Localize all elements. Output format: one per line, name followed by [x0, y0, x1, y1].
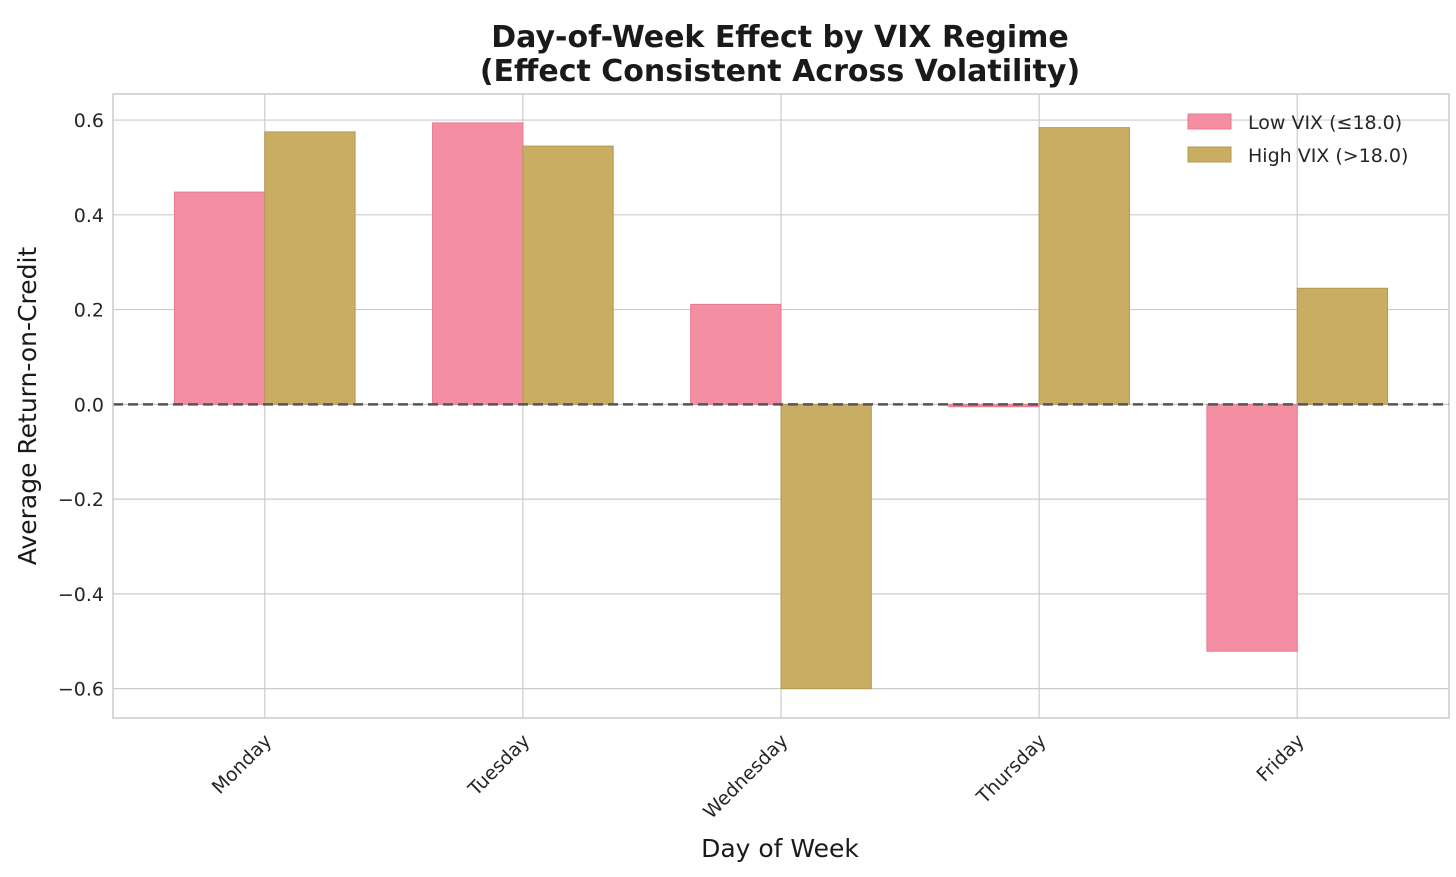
bars [173, 122, 1389, 690]
x-tick-label-friday: Friday [1252, 730, 1308, 786]
bar-high-vix-friday [1296, 287, 1389, 405]
bar-high-vix-thursday [1038, 127, 1130, 405]
legend-swatch-high-vix [1187, 146, 1232, 163]
x-axis-label: Day of Week [701, 834, 859, 863]
bar-low-vix-tuesday [432, 122, 524, 405]
x-tick-label-tuesday: Tuesday [463, 730, 534, 801]
legend-label-low-vix: Low VIX (≤18.0) [1248, 112, 1402, 134]
bar-high-vix-monday [264, 131, 356, 405]
x-tick-label-thursday: Thursday [972, 730, 1051, 809]
legend: Low VIX (≤18.0) High VIX (>18.0) [1187, 112, 1408, 167]
y-tick-label: −0.6 [58, 679, 104, 701]
bar-low-vix-thursday [948, 403, 1040, 408]
x-tick-labels: Monday Tuesday Wednesday Thursday Friday [208, 730, 1309, 823]
y-tick-labels: 0.6 0.4 0.2 0.0 −0.2 −0.4 −0.6 [58, 110, 104, 701]
bar-low-vix-friday [1206, 403, 1298, 652]
chart-title-line-1: Day-of-Week Effect by VIX Regime [491, 20, 1069, 55]
bar-low-vix-wednesday [690, 303, 782, 405]
plot-frame [112, 93, 1450, 719]
y-tick-label: 0.0 [74, 394, 104, 416]
y-axis-label: Average Return-on-Credit [13, 247, 42, 566]
x-tick-label-wednesday: Wednesday [699, 730, 792, 823]
y-tick-label: −0.4 [58, 584, 104, 606]
y-tick-label: 0.2 [74, 300, 104, 322]
y-tick-label: −0.2 [58, 489, 104, 511]
bar-high-vix-wednesday [780, 403, 872, 690]
bar-low-vix-monday [173, 191, 266, 405]
chart-title-line-2: (Effect Consistent Across Volatility) [480, 54, 1080, 89]
y-tick-label: 0.6 [74, 110, 104, 132]
legend-swatch-low-vix [1187, 113, 1232, 130]
legend-label-high-vix: High VIX (>18.0) [1248, 145, 1408, 167]
x-tick-label-monday: Monday [208, 730, 277, 799]
y-tick-label: 0.4 [74, 205, 104, 227]
bar-high-vix-tuesday [522, 145, 614, 405]
